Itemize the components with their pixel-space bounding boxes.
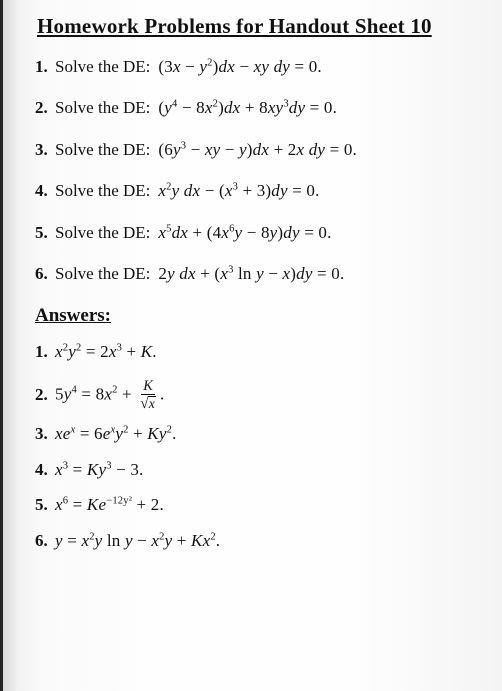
answer-row: 2. 5y4 = 8x2 + K √ x . [35,379,488,412]
eq-tail: . [160,384,164,403]
problem-equation: (y4 − 8x2)dx + 8xy3dy = 0. [158,98,337,118]
fraction-denominator: √ x [138,395,158,411]
answer-equation: 5y4 = 8x2 + K √ x . [55,379,165,412]
problem-row: 5. Solve the DE: x5dx + (4x6y − 8y)dy = … [35,223,488,243]
problem-row: 4. Solve the DE: x2y dx − (x3 + 3)dy = 0… [35,181,488,201]
problem-stem: Solve the DE: [55,223,150,243]
answer-row: 1. x2y2 = 2x3 + K. [35,343,488,362]
problem-number: 2. [35,98,55,118]
answer-number: 6. [35,532,55,551]
problem-number: 1. [35,57,55,77]
problem-stem: Solve the DE: [55,264,150,284]
answer-row: 3. xex = 6exy2 + Ky2. [35,425,488,444]
answers-heading: Answers: [35,305,488,327]
answer-row: 6. y = x2y ln y − x2y + Kx2. [35,532,488,551]
radicand: x [148,396,156,411]
answer-equation: y = x2y ln y − x2y + Kx2. [55,532,220,551]
problem-stem: Solve the DE: [55,181,150,201]
answer-row: 5. x6 = Ke−12y² + 2. [35,496,488,515]
answer-number: 5. [35,496,55,515]
problem-number: 4. [35,181,55,201]
problem-row: 1. Solve the DE: (3x − y2)dx − xy dy = 0… [35,57,488,77]
answer-number: 4. [35,461,55,480]
fraction: K √ x [138,379,158,412]
problem-equation: x5dx + (4x6y − 8y)dy = 0. [158,223,331,243]
problem-equation: 2y dx + (x3 ln y − x)dy = 0. [158,264,344,284]
problem-equation: x2y dx − (x3 + 3)dy = 0. [158,181,319,201]
problem-row: 6. Solve the DE: 2y dx + (x3 ln y − x)dy… [35,264,488,284]
problem-stem: Solve the DE: [55,98,150,118]
problem-number: 5. [35,223,55,243]
problem-row: 2. Solve the DE: (y4 − 8x2)dx + 8xy3dy =… [35,98,488,118]
problem-row: 3. Solve the DE: (6y3 − xy − y)dx + 2x d… [35,140,488,160]
problem-stem: Solve the DE: [55,140,150,160]
problem-number: 6. [35,264,55,284]
problem-stem: Solve the DE: [55,57,150,77]
answer-number: 1. [35,343,55,362]
sqrt: √ x [140,396,156,411]
problem-number: 3. [35,140,55,160]
answer-equation: x6 = Ke−12y² + 2. [55,496,164,515]
answer-equation: xex = 6exy2 + Ky2. [55,425,177,444]
page-title: Homework Problems for Handout Sheet 10 [37,14,488,39]
answer-equation: x3 = Ky3 − 3. [55,461,144,480]
answer-equation: x2y2 = 2x3 + K. [55,343,157,362]
answer-number: 3. [35,425,55,444]
page: Homework Problems for Handout Sheet 10 1… [0,0,502,691]
answer-row: 4. x3 = Ky3 − 3. [35,461,488,480]
answer-number: 2. [35,386,55,405]
fraction-numerator: K [141,379,155,395]
problem-equation: (6y3 − xy − y)dx + 2x dy = 0. [158,140,357,160]
problem-equation: (3x − y2)dx − xy dy = 0. [158,57,321,77]
